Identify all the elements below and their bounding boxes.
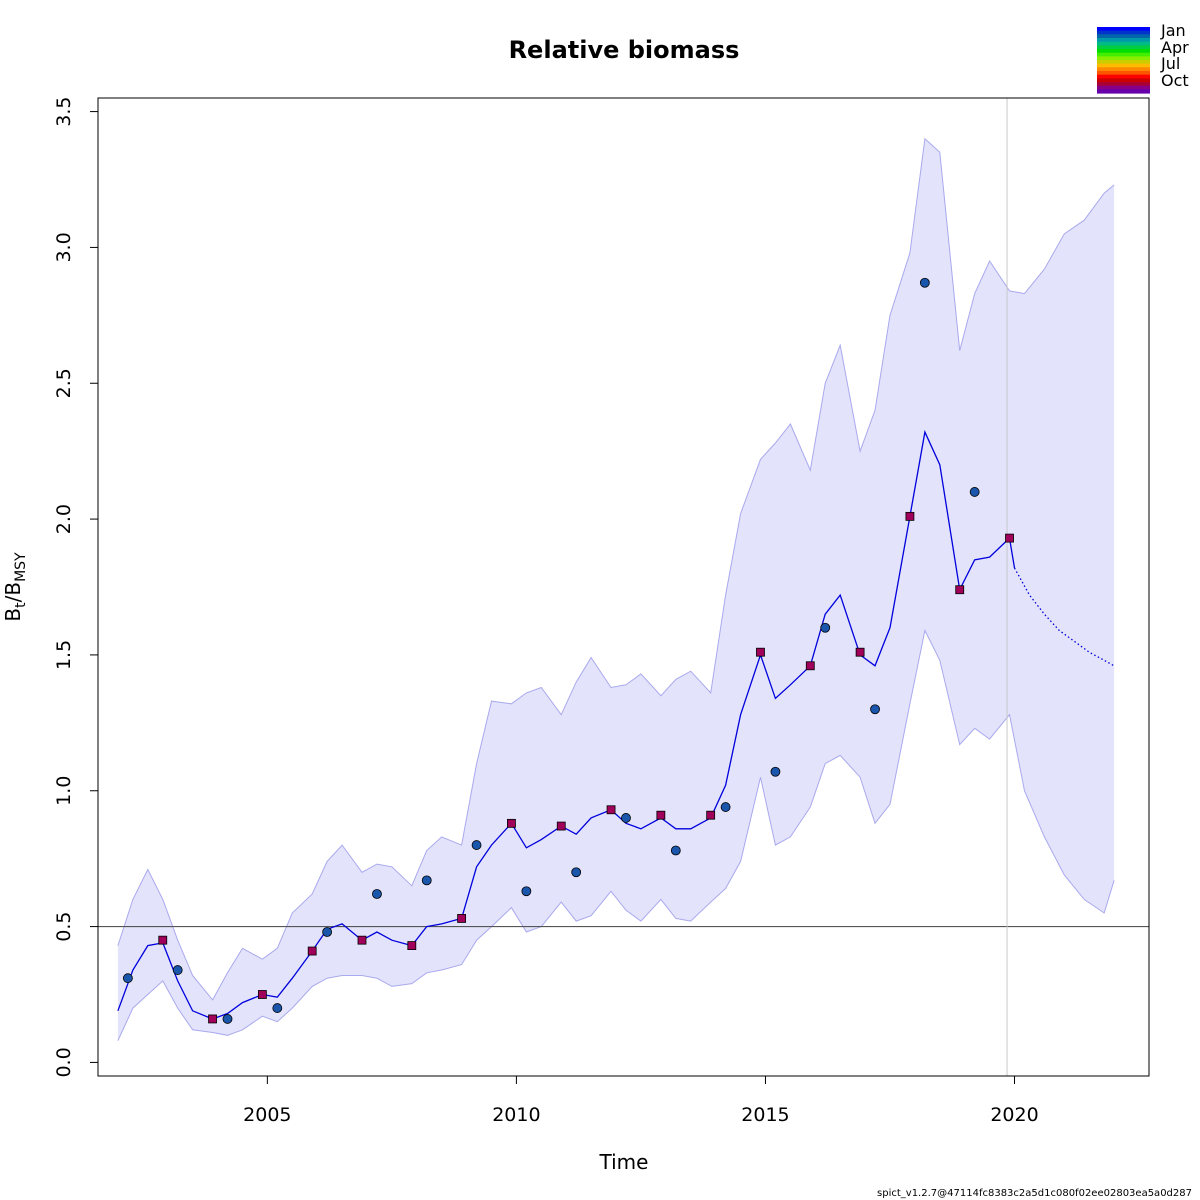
legend-label-apr: Apr: [1161, 38, 1189, 57]
version-footer: spict_v1.2.7@47114fc8383c2a5d1c080f02ee0…: [877, 1188, 1192, 1199]
legend-color-swatch: [1097, 82, 1150, 87]
legend-color-swatch: [1097, 71, 1150, 76]
observation-point-oct: [407, 941, 417, 950]
y-tick-label: 1.5: [53, 640, 75, 670]
observation-point-jan: [272, 1003, 283, 1013]
legend-color-swatch: [1097, 30, 1150, 35]
observation-point-jan: [770, 766, 781, 777]
legend-label-jan: Jan: [1160, 21, 1186, 40]
legend-color-swatch: [1097, 67, 1150, 72]
observation-point-jan: [621, 813, 631, 823]
observation-point-oct: [208, 1014, 217, 1024]
observation-point-jan: [870, 704, 880, 715]
forecast-line: [1013, 567, 1115, 667]
observation-point-jan: [969, 487, 980, 497]
observation-point-jan: [670, 845, 681, 856]
observation-point-jan: [322, 927, 333, 937]
reference-line-layer: [98, 98, 1149, 1076]
observation-point-jan: [820, 622, 831, 633]
observation-point-oct: [457, 914, 467, 923]
observation-point-oct: [606, 805, 616, 815]
legend-color-swatch: [1097, 60, 1150, 65]
x-tick-label: 2015: [741, 1104, 789, 1126]
chart-title: Relative biomass: [509, 36, 740, 64]
observation-point-oct: [855, 647, 865, 657]
y-tick-label: 3.0: [53, 232, 75, 262]
observation-point-oct: [756, 647, 765, 657]
y-axis-label-main: B: [1, 608, 25, 622]
legend-color-swatch: [1097, 52, 1150, 57]
observation-point-jan: [421, 875, 432, 886]
y-tick-label: 1.0: [53, 776, 75, 806]
observation-point-oct: [656, 810, 666, 820]
y-axis-label-sub2: MSY: [13, 552, 29, 582]
legend-color-swatch: [1097, 78, 1150, 83]
observation-point-oct: [307, 946, 317, 956]
observation-point-oct: [556, 821, 566, 831]
observation-point-oct: [955, 585, 965, 595]
x-tick-label: 2010: [492, 1104, 540, 1126]
y-axis-label: Bt/BMSY: [1, 552, 29, 622]
observation-point-oct: [507, 818, 516, 828]
x-axis-label: Time: [599, 1150, 649, 1174]
observation-point-oct: [805, 661, 815, 671]
legend-label-jul: Jul: [1160, 54, 1180, 73]
y-tick-label: 0.5: [53, 911, 75, 941]
y-axis-label-sub1: t: [13, 602, 29, 608]
observation-point-jan: [222, 1014, 233, 1024]
x-tick-label: 2005: [243, 1104, 291, 1126]
legend-color-swatch: [1097, 38, 1150, 43]
observation-point-jan: [172, 965, 183, 975]
observation-point-jan: [122, 973, 133, 984]
observation-point-jan: [571, 867, 582, 878]
observation-point-jan: [372, 889, 382, 899]
y-tick-label: 2.0: [53, 504, 75, 534]
legend-color-swatch: [1097, 89, 1150, 94]
legend-color-swatch: [1097, 56, 1150, 61]
observation-point-oct: [357, 935, 367, 945]
confidence-band-layer: [117, 137, 1115, 1041]
observation-point-oct: [706, 810, 716, 820]
legend-color-swatch: [1097, 34, 1150, 39]
y-axis: 0.0 0.5 1.0 1.5 2.0 2.5 3.0 3.5: [53, 96, 99, 1078]
y-tick-label: 3.5: [53, 96, 75, 126]
x-axis: 2005 2010 2015 2020: [243, 1075, 1039, 1126]
y-tick-label: 0.0: [53, 1047, 75, 1077]
confidence-lower-line: [117, 628, 1115, 1041]
observation-point-jan: [720, 802, 731, 812]
observation-points-layer: [122, 277, 1014, 1024]
legend-color-swatch: [1097, 85, 1150, 90]
observation-point-jan: [521, 886, 532, 897]
legend-color-swatch: [1097, 41, 1150, 46]
legend-color-swatch: [1097, 45, 1150, 50]
observation-point-oct: [257, 990, 267, 999]
x-tick-label: 2020: [990, 1104, 1038, 1126]
y-axis-label-sep: /B: [1, 582, 25, 602]
legend-color-swatch: [1097, 74, 1150, 79]
confidence-band: [117, 138, 1115, 1041]
legend-color-swatch: [1097, 27, 1150, 32]
observation-point-jan: [919, 277, 930, 288]
observation-point-oct: [1005, 533, 1014, 543]
observation-point-jan: [471, 840, 482, 850]
legend-label-oct: Oct: [1161, 71, 1189, 90]
y-tick-label: 2.5: [53, 368, 75, 398]
observation-point-oct: [158, 935, 168, 945]
confidence-upper-line: [117, 137, 1115, 1001]
legend-color-swatch: [1097, 63, 1150, 68]
legend-color-swatch: [1097, 49, 1150, 54]
observation-point-oct: [905, 511, 915, 521]
